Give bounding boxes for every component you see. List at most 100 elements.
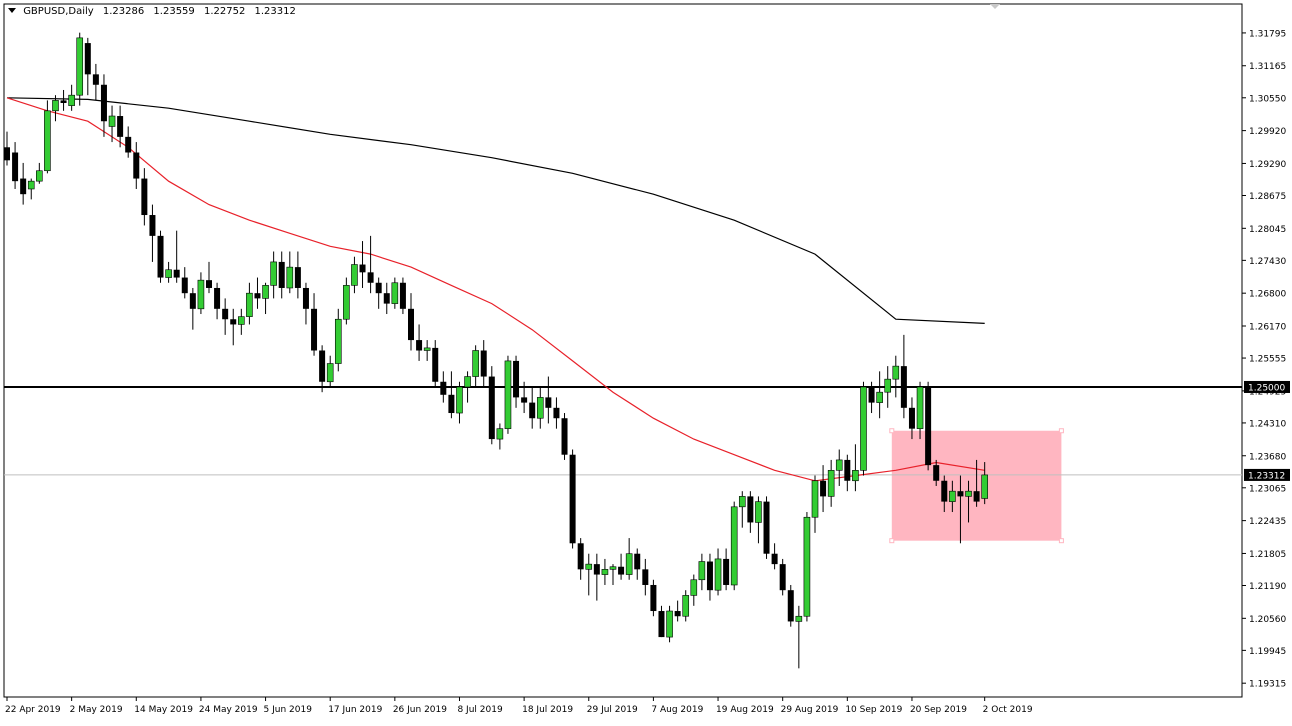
price-tick-label: 1.27430	[1249, 257, 1286, 267]
candle	[440, 371, 447, 403]
candle-body	[133, 152, 140, 179]
candle	[383, 282, 390, 315]
close-value: 1.23312	[254, 6, 296, 17]
time-tick-label: 17 Jun 2019	[328, 705, 382, 715]
low-value: 1.22752	[203, 6, 246, 17]
candle	[714, 548, 722, 596]
candle-body	[642, 569, 649, 585]
rectangle-anchor-1	[1058, 428, 1064, 434]
price-tick-label: 1.24310	[1249, 419, 1286, 429]
candle-body	[149, 215, 156, 236]
price-tick-label: 1.23065	[1249, 484, 1286, 494]
candle-body	[108, 115, 116, 127]
candle	[585, 553, 593, 596]
candle	[408, 293, 414, 351]
candle	[44, 100, 51, 174]
candle	[84, 37, 91, 96]
price-tick-label: 1.31165	[1249, 62, 1286, 72]
candle	[359, 241, 366, 288]
candle	[690, 574, 698, 606]
candle-body	[173, 269, 180, 278]
candle	[496, 423, 504, 450]
candle	[949, 480, 956, 513]
candle	[908, 397, 915, 440]
candle-body	[27, 180, 35, 190]
time-tick-label: 29 Aug 2019	[781, 705, 839, 715]
candle	[553, 397, 560, 429]
candle	[351, 256, 358, 294]
candle	[432, 340, 439, 387]
candle-body	[20, 178, 27, 195]
candle	[278, 251, 285, 299]
candle	[76, 32, 84, 106]
candle	[20, 162, 27, 205]
symbol-label: GBPUSD,Daily	[23, 6, 94, 17]
candle-body	[416, 340, 423, 351]
candle	[723, 548, 730, 591]
candle	[658, 605, 665, 638]
candle-body	[714, 558, 722, 591]
ma-slow-line	[6, 97, 985, 324]
candle	[4, 131, 10, 166]
candle-body	[488, 376, 495, 440]
candle	[117, 105, 124, 148]
candle-body	[706, 561, 713, 591]
candle	[302, 282, 309, 325]
candle	[391, 277, 399, 309]
candle-body	[553, 407, 560, 419]
candles-group	[4, 32, 988, 669]
candle	[189, 287, 196, 330]
candle-body	[569, 454, 576, 544]
candle-body	[92, 74, 99, 85]
candle-body	[981, 474, 988, 499]
candle	[868, 381, 875, 414]
candle-body	[658, 611, 665, 638]
candle	[981, 462, 988, 505]
candle-body	[367, 272, 374, 283]
candle-body	[68, 94, 75, 106]
candle-body	[294, 267, 301, 288]
candle	[100, 74, 107, 137]
candle-body	[246, 292, 253, 317]
candle	[157, 230, 164, 283]
candle	[771, 543, 778, 570]
price-tick-label: 1.28675	[1249, 192, 1286, 202]
candle	[763, 496, 770, 559]
candle	[68, 84, 75, 111]
current-price-label-box	[1244, 468, 1290, 481]
candle	[779, 558, 786, 596]
candle	[803, 512, 811, 622]
candle	[60, 89, 67, 111]
candle-body	[545, 397, 552, 408]
candle-body	[820, 480, 827, 497]
time-tick-label: 20 Sep 2019	[910, 705, 967, 715]
candle	[529, 386, 536, 429]
candle-body	[965, 490, 972, 497]
price-tick-label: 1.22435	[1249, 517, 1286, 527]
candle-body	[844, 459, 851, 481]
candle	[488, 366, 495, 445]
candle-body	[351, 264, 358, 286]
candle	[367, 235, 374, 294]
candle	[933, 459, 940, 486]
price-tick-label: 1.21190	[1249, 582, 1286, 592]
candle	[423, 340, 431, 361]
candle	[787, 584, 794, 627]
candle-body	[795, 615, 803, 622]
candle	[634, 548, 641, 580]
candle-body	[4, 147, 10, 161]
candle	[230, 308, 237, 346]
candle-body	[536, 397, 544, 419]
candle-body	[117, 116, 124, 137]
candle-body	[577, 543, 584, 570]
candle-body	[811, 480, 819, 518]
dropdown-triangle-icon[interactable]	[8, 8, 16, 13]
candle-body	[165, 269, 172, 278]
candle	[674, 600, 681, 622]
candle-body	[432, 347, 439, 382]
candle-body	[302, 287, 309, 309]
candle-body	[278, 261, 285, 288]
candle	[254, 277, 261, 309]
